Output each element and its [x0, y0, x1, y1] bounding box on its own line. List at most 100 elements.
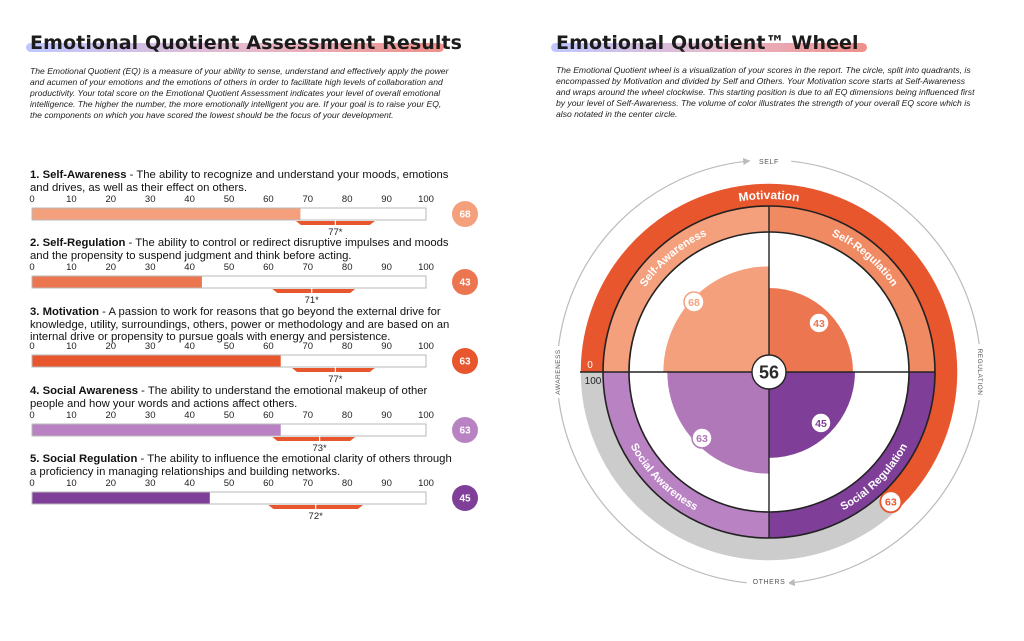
tick-label: 0 — [29, 478, 34, 489]
dimension-heading-self-awareness: 1. Self-Awareness - The ability to recog… — [30, 169, 455, 194]
score-bar — [32, 424, 281, 436]
benchmark-range — [272, 289, 356, 293]
tick-label: 0 — [29, 410, 34, 421]
quadrant-score-sector — [663, 266, 769, 372]
tick-label: 80 — [342, 262, 353, 273]
axis-label-bg — [551, 346, 563, 398]
tick-label: 0 — [29, 341, 34, 352]
tick-label: 50 — [224, 410, 235, 421]
tick-label: 70 — [303, 410, 314, 421]
axis-label-bg — [749, 575, 789, 587]
dimension-number: 4. — [30, 385, 40, 397]
dimension-heading-social-regulation: 5. Social Regulation - The ability to in… — [30, 453, 455, 478]
tick-label: 60 — [263, 341, 274, 352]
dimension-number: 3. — [30, 306, 40, 318]
quadrant-score-sector — [667, 372, 769, 474]
benchmark-label: 77* — [328, 374, 343, 385]
benchmark-label: 71* — [305, 295, 320, 306]
tick-label: 70 — [303, 262, 314, 273]
score-bar-group: 0 10 20 30 40 50 60 70 80 90 100 71* 43 — [29, 262, 478, 306]
tick-label: 90 — [381, 341, 392, 352]
wheel-intro-paragraph: The Emotional Quotient wheel is a visual… — [556, 65, 975, 119]
quadrant-score-label: 68 — [688, 297, 700, 309]
benchmark-range — [292, 368, 375, 372]
center-score-circle — [751, 354, 787, 390]
quadrant-score-sector — [769, 372, 855, 458]
left-title-underline — [26, 43, 444, 52]
dimension-heading-motivation: 3. Motivation - A passion to work for re… — [30, 306, 455, 344]
tick-label: 80 — [342, 410, 353, 421]
axis-label-others: OTHERS — [753, 579, 786, 586]
tick-label: 70 — [303, 478, 314, 489]
tick-label: 60 — [263, 410, 274, 421]
tick-label: 100 — [418, 262, 434, 273]
tick-label: 90 — [381, 410, 392, 421]
dimension-number: 1. — [30, 169, 40, 181]
axis-label-bg — [755, 154, 783, 166]
ring-end-label: 100 — [585, 376, 602, 387]
quadrant-score-badge — [810, 412, 832, 434]
quadrant-band — [603, 372, 769, 538]
dimension-description: - A passion to work for reasons that go … — [30, 306, 450, 344]
axis-label-self: SELF — [759, 159, 779, 166]
tick-label: 60 — [263, 194, 274, 205]
tick-label: 0 — [29, 194, 34, 205]
motivation-score-badge — [879, 490, 903, 514]
tick-label: 60 — [263, 478, 274, 489]
tick-label: 50 — [224, 262, 235, 273]
center-score-label: 56 — [759, 363, 779, 383]
tick-label: 80 — [342, 341, 353, 352]
tick-label: 30 — [145, 478, 156, 489]
motivation-ring-fill — [580, 183, 958, 510]
dimension-number: 2. — [30, 237, 40, 249]
tick-label: 100 — [418, 410, 434, 421]
quadrant-band — [603, 206, 769, 372]
tick-label: 30 — [145, 194, 156, 205]
score-badge — [452, 485, 478, 511]
motivation-score-label: 63 — [885, 497, 897, 509]
tick-label: 20 — [106, 262, 117, 273]
tick-label: 20 — [106, 194, 117, 205]
tick-label: 80 — [342, 194, 353, 205]
tick-label: 50 — [224, 341, 235, 352]
axis-label-awareness: AWARENESS — [555, 349, 562, 395]
dimension-description: - The ability to understand the emotiona… — [30, 385, 428, 410]
score-badge-label: 43 — [459, 278, 471, 289]
page-title: Emotional Quotient Assessment Results — [30, 32, 463, 54]
dimension-number: 5. — [30, 453, 40, 465]
tick-label: 70 — [303, 341, 314, 352]
tick-label: 100 — [418, 341, 434, 352]
score-badge — [452, 417, 478, 443]
score-bar-group: 0 10 20 30 40 50 60 70 80 90 100 73* 63 — [29, 410, 478, 454]
benchmark-range — [272, 437, 356, 441]
score-bar-group: 0 10 20 30 40 50 60 70 80 90 100 77* 63 — [29, 341, 478, 385]
tick-label: 10 — [66, 194, 77, 205]
tick-label: 50 — [224, 194, 235, 205]
dimension-name: Self-Regulation — [42, 237, 126, 249]
path-arc-left-top — [557, 157, 751, 350]
tick-label: 40 — [184, 341, 195, 352]
tick-label: 10 — [66, 262, 77, 273]
tick-label: 10 — [66, 478, 77, 489]
dimension-name: Social Regulation — [42, 453, 138, 465]
tick-label: 30 — [145, 410, 156, 421]
score-badge-label: 68 — [459, 210, 471, 221]
quadrant-band — [769, 206, 935, 372]
ring-label-motivation: Motivation — [737, 188, 800, 205]
score-badge-label: 63 — [459, 357, 471, 368]
tick-label: 10 — [66, 341, 77, 352]
tick-label: 100 — [418, 478, 434, 489]
axis-label-bg — [975, 344, 987, 400]
tick-label: 80 — [342, 478, 353, 489]
path-arc-bottom-left — [554, 390, 747, 584]
tick-label: 20 — [106, 478, 117, 489]
wheel-title: Emotional Quotient™ Wheel — [556, 32, 859, 54]
dimension-name: Motivation — [42, 306, 100, 318]
score-bar — [32, 208, 301, 220]
benchmark-label: 72* — [309, 511, 324, 522]
tick-label: 20 — [106, 410, 117, 421]
tick-label: 40 — [184, 262, 195, 273]
benchmark-label: 73* — [312, 443, 327, 454]
score-bar — [32, 355, 281, 367]
